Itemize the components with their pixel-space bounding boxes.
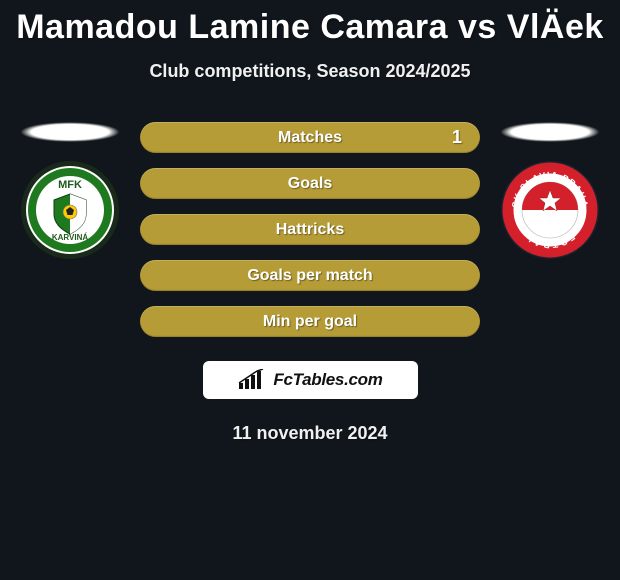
brand-text: FcTables.com (273, 370, 382, 390)
bar-mpg-left (140, 306, 176, 337)
bar-gpm: Goals per match (140, 260, 480, 291)
bar-goals-label: Goals (288, 175, 332, 193)
right-halo (500, 122, 600, 142)
bar-hattricks: Hattricks (140, 214, 480, 245)
bar-matches-label: Matches (278, 129, 342, 147)
bar-hattricks-label: Hattricks (276, 221, 344, 239)
brand-chart-icon (237, 369, 267, 391)
bar-gpm-right (444, 260, 480, 291)
right-team-logo: SK SLAVIA PRAHA FOTBAL (500, 160, 600, 260)
right-logo-wrap: SK SLAVIA PRAHA FOTBAL (500, 160, 600, 265)
bar-gpm-left (140, 260, 176, 291)
stat-bars: Matches 1 Goals Hattricks Goals per matc… (140, 122, 480, 337)
right-side: SK SLAVIA PRAHA FOTBAL (480, 122, 620, 265)
bar-goals: Goals (140, 168, 480, 199)
brand-box: FcTables.com (203, 361, 418, 399)
left-team-logo: MFK KARVINÁ (20, 160, 120, 260)
bar-hattricks-left (140, 214, 176, 245)
subtitle: Club competitions, Season 2024/2025 (0, 61, 620, 82)
bar-gpm-label: Goals per match (247, 267, 372, 285)
bar-mpg: Min per goal (140, 306, 480, 337)
page-title: Mamadou Lamine Camara vs VlÄek (0, 0, 620, 47)
comparison-content: MFK KARVINÁ Matches 1 Goals Hattricks (0, 122, 620, 337)
date-text: 11 november 2024 (0, 423, 620, 444)
left-side: MFK KARVINÁ (0, 122, 140, 265)
bar-goals-right (444, 168, 480, 199)
bar-mpg-label: Min per goal (263, 313, 357, 331)
left-logo-wrap: MFK KARVINÁ (20, 160, 120, 265)
left-halo (20, 122, 120, 142)
bar-hattricks-right (444, 214, 480, 245)
bar-matches-right: 1 (434, 122, 480, 153)
bar-mpg-right (444, 306, 480, 337)
bar-matches: Matches 1 (140, 122, 480, 153)
left-logo-text: MFK (58, 179, 82, 191)
bar-matches-left (140, 122, 176, 153)
bar-goals-left (140, 168, 176, 199)
